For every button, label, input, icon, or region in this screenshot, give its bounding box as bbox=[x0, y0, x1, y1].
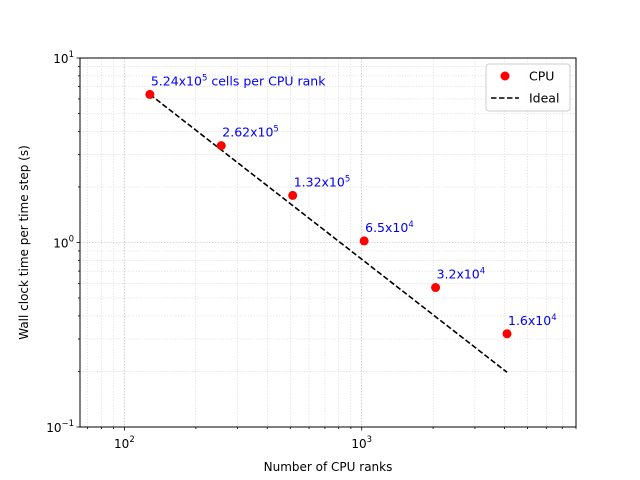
y-axis-label: Wall clock time per time step (s) bbox=[17, 145, 31, 340]
cpu-point bbox=[216, 141, 226, 151]
ticks: 102 103 10−1 100 101 bbox=[46, 50, 577, 451]
grid bbox=[80, 57, 577, 428]
ideal-line bbox=[149, 93, 508, 373]
point-annotation: 6.5x104 bbox=[365, 220, 414, 235]
point-annotation: 1.6x104 bbox=[508, 313, 557, 328]
legend-cpu-label: CPU bbox=[529, 69, 554, 84]
x-tick-label: 102 bbox=[114, 435, 135, 451]
x-tick-label: 103 bbox=[351, 435, 372, 451]
y-tick-label: 100 bbox=[53, 235, 74, 251]
cpu-point bbox=[145, 89, 155, 99]
legend-cpu-marker bbox=[500, 71, 510, 81]
point-annotation: 1.32x105 bbox=[294, 174, 351, 189]
point-annotation: 3.2x104 bbox=[437, 267, 486, 282]
cpu-point bbox=[359, 236, 369, 246]
plot-area: 5.24x105 cells per CPU rank 2.62x105 1.32x… bbox=[145, 73, 557, 373]
cpu-point bbox=[288, 190, 298, 200]
legend: CPU Ideal bbox=[485, 63, 571, 112]
cpu-point bbox=[431, 283, 441, 293]
y-tick-label: 10−1 bbox=[46, 419, 74, 435]
cpu-point bbox=[502, 329, 512, 339]
point-annotation: 2.62x105 bbox=[222, 125, 279, 140]
point-annotation: 5.24x105 cells per CPU rank bbox=[151, 73, 326, 88]
axes-frame bbox=[79, 57, 577, 428]
x-axis-label: Number of CPU ranks bbox=[264, 460, 393, 474]
y-tick-label: 101 bbox=[53, 50, 74, 66]
legend-ideal-label: Ideal bbox=[529, 91, 559, 106]
